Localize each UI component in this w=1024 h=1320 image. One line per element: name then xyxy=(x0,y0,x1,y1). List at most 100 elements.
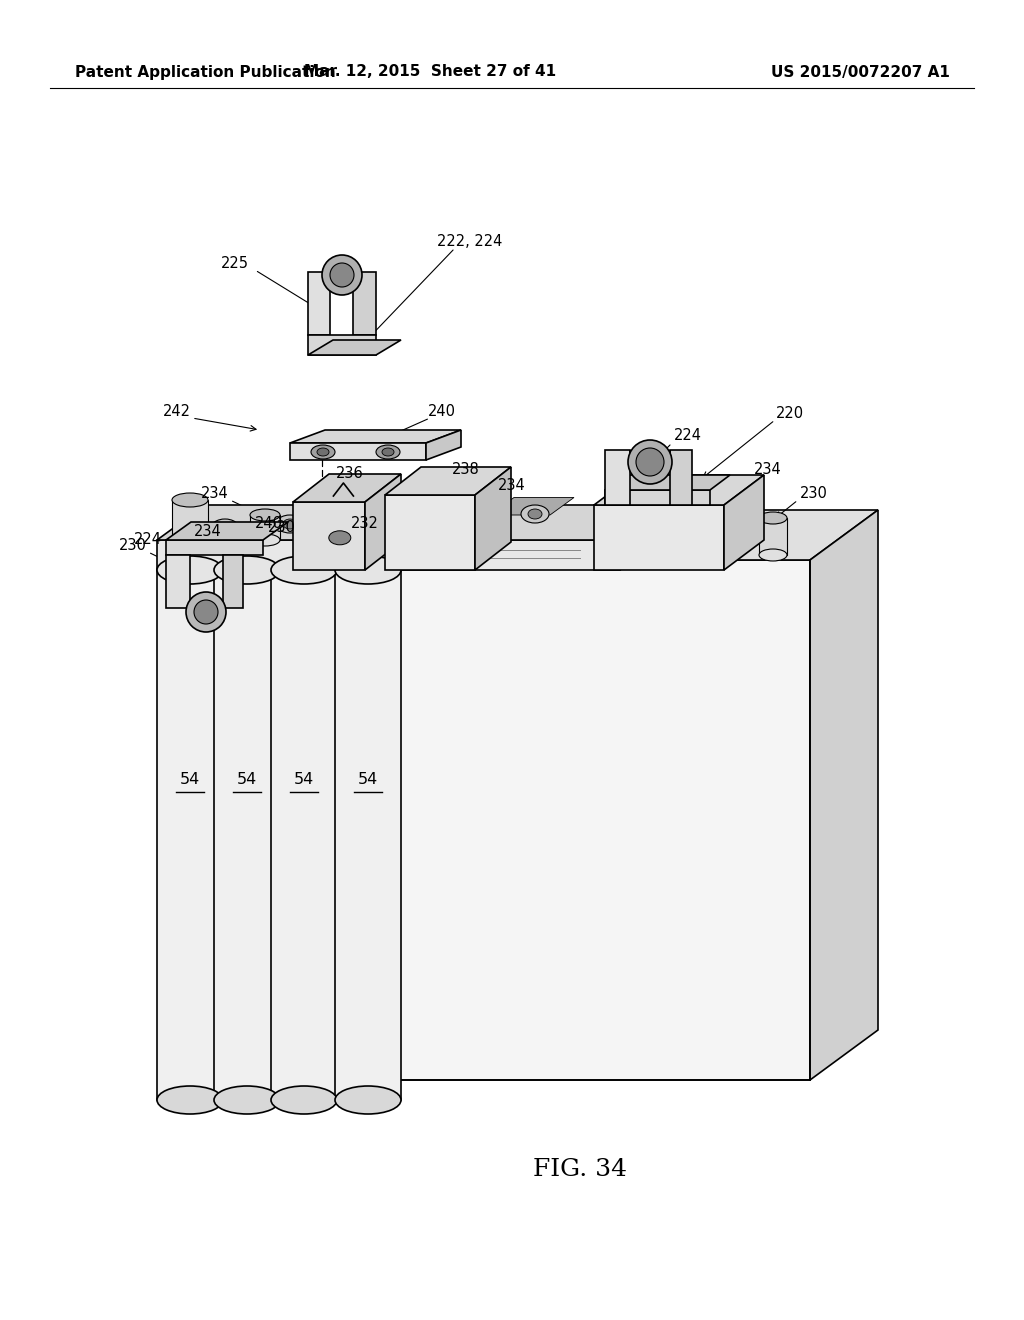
Text: 230: 230 xyxy=(268,520,296,536)
Polygon shape xyxy=(365,474,401,570)
Polygon shape xyxy=(759,517,787,554)
Text: 230: 230 xyxy=(800,486,828,500)
Polygon shape xyxy=(310,560,810,1080)
Polygon shape xyxy=(310,510,878,560)
Polygon shape xyxy=(605,490,710,506)
Ellipse shape xyxy=(528,510,542,519)
Polygon shape xyxy=(594,475,764,506)
Ellipse shape xyxy=(322,255,362,294)
Ellipse shape xyxy=(157,1086,223,1114)
Polygon shape xyxy=(352,506,378,540)
Polygon shape xyxy=(594,506,724,570)
Ellipse shape xyxy=(301,502,329,513)
Text: Mar. 12, 2015  Sheet 27 of 41: Mar. 12, 2015 Sheet 27 of 41 xyxy=(304,65,556,79)
Ellipse shape xyxy=(458,513,472,523)
Text: 234: 234 xyxy=(498,479,526,494)
Ellipse shape xyxy=(382,447,394,455)
Ellipse shape xyxy=(317,447,329,455)
Text: 236: 236 xyxy=(336,466,364,482)
Text: 54: 54 xyxy=(237,772,257,788)
Polygon shape xyxy=(605,475,730,490)
Ellipse shape xyxy=(211,519,239,537)
Polygon shape xyxy=(290,444,426,459)
Polygon shape xyxy=(166,540,263,554)
Ellipse shape xyxy=(311,445,335,459)
Text: 230: 230 xyxy=(119,537,146,553)
Text: US 2015/0072207 A1: US 2015/0072207 A1 xyxy=(771,65,950,79)
Polygon shape xyxy=(250,515,280,540)
Text: 224: 224 xyxy=(674,429,702,444)
Text: 54: 54 xyxy=(357,772,378,788)
Polygon shape xyxy=(475,467,511,570)
Polygon shape xyxy=(490,498,574,515)
Ellipse shape xyxy=(186,591,226,632)
Polygon shape xyxy=(426,430,461,459)
Polygon shape xyxy=(214,570,280,1100)
Polygon shape xyxy=(290,430,461,444)
Text: 225: 225 xyxy=(221,256,249,271)
Polygon shape xyxy=(223,554,243,609)
Polygon shape xyxy=(620,506,668,570)
Text: Patent Application Publication: Patent Application Publication xyxy=(75,65,336,79)
Polygon shape xyxy=(271,570,337,1100)
Polygon shape xyxy=(308,272,330,335)
Text: 238: 238 xyxy=(453,462,480,478)
Text: 224: 224 xyxy=(134,532,162,548)
Text: 234: 234 xyxy=(195,524,222,539)
Polygon shape xyxy=(385,467,511,495)
Ellipse shape xyxy=(376,445,400,459)
Ellipse shape xyxy=(636,447,664,477)
Text: 232: 232 xyxy=(351,516,379,531)
Ellipse shape xyxy=(330,263,354,286)
Polygon shape xyxy=(157,540,620,570)
Polygon shape xyxy=(293,502,365,570)
Ellipse shape xyxy=(759,512,787,524)
Polygon shape xyxy=(166,554,190,609)
Polygon shape xyxy=(166,521,288,540)
Ellipse shape xyxy=(250,535,280,546)
Text: 220: 220 xyxy=(776,405,804,421)
Polygon shape xyxy=(400,498,484,515)
Ellipse shape xyxy=(194,601,218,624)
Ellipse shape xyxy=(172,533,208,546)
Polygon shape xyxy=(308,335,376,355)
Ellipse shape xyxy=(157,556,223,583)
Polygon shape xyxy=(810,510,878,1080)
Polygon shape xyxy=(353,272,376,335)
Ellipse shape xyxy=(335,556,401,583)
Ellipse shape xyxy=(335,1086,401,1114)
Ellipse shape xyxy=(276,515,304,533)
Polygon shape xyxy=(157,506,668,540)
Polygon shape xyxy=(605,450,630,506)
Text: 54: 54 xyxy=(294,772,314,788)
Polygon shape xyxy=(670,450,692,506)
Polygon shape xyxy=(293,474,401,502)
Polygon shape xyxy=(308,341,401,355)
Text: 54: 54 xyxy=(180,772,200,788)
Ellipse shape xyxy=(521,506,549,523)
Ellipse shape xyxy=(214,1086,280,1114)
Text: 240: 240 xyxy=(255,516,283,532)
Ellipse shape xyxy=(352,535,378,546)
Polygon shape xyxy=(157,570,223,1100)
Ellipse shape xyxy=(301,535,329,546)
Polygon shape xyxy=(335,570,401,1100)
Ellipse shape xyxy=(283,519,297,529)
Ellipse shape xyxy=(628,440,672,484)
Ellipse shape xyxy=(214,556,280,583)
Ellipse shape xyxy=(172,492,208,507)
Ellipse shape xyxy=(352,499,378,511)
Ellipse shape xyxy=(451,510,479,527)
Polygon shape xyxy=(310,498,394,515)
Ellipse shape xyxy=(271,1086,337,1114)
Text: 240: 240 xyxy=(428,404,456,420)
Polygon shape xyxy=(385,495,475,570)
Ellipse shape xyxy=(250,510,280,521)
Text: 242: 242 xyxy=(163,404,191,420)
Ellipse shape xyxy=(218,523,232,533)
Polygon shape xyxy=(301,508,329,540)
Ellipse shape xyxy=(759,549,787,561)
Ellipse shape xyxy=(329,531,351,545)
Polygon shape xyxy=(724,475,764,570)
Text: 234: 234 xyxy=(754,462,782,478)
